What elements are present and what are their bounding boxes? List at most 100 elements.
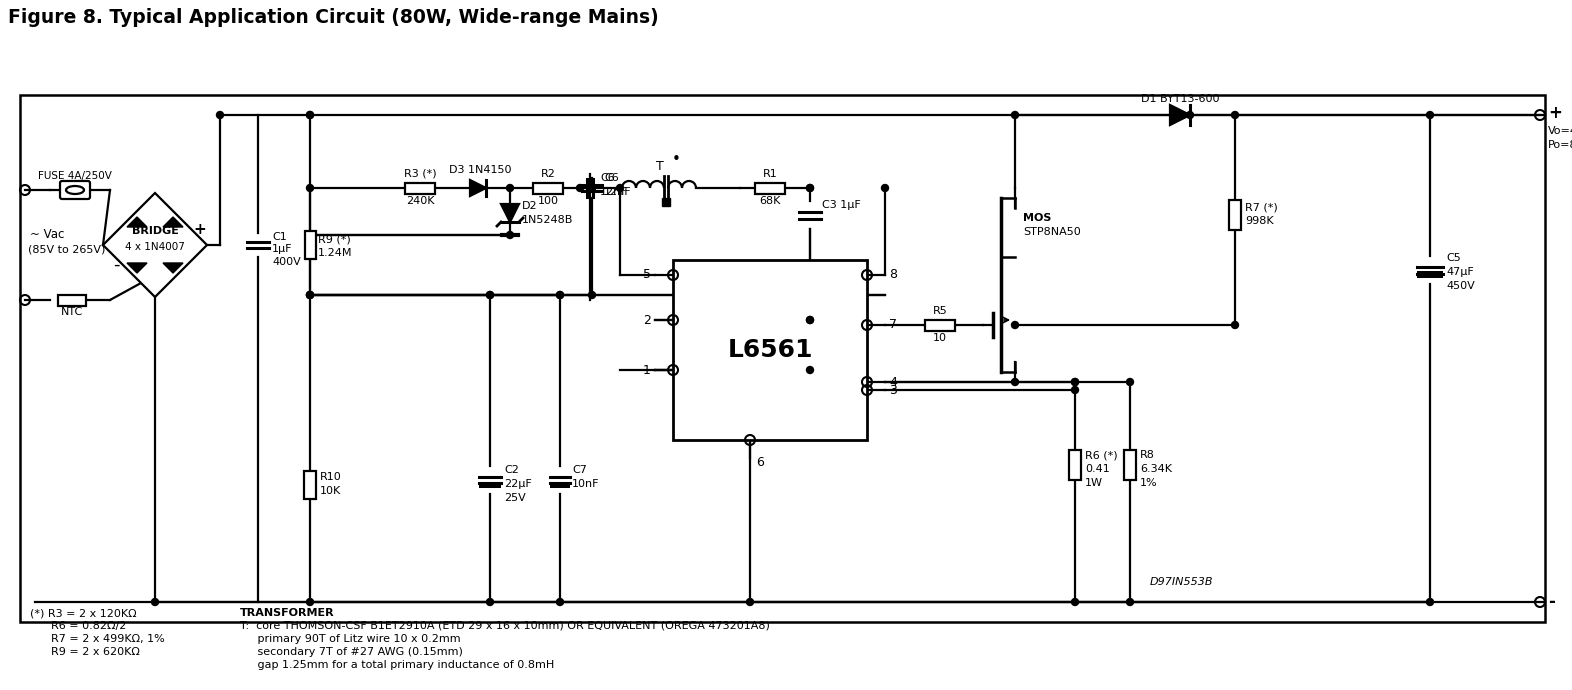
Circle shape [556,291,563,299]
Text: STP8NA50: STP8NA50 [1023,227,1082,237]
Text: Vo=400V: Vo=400V [1548,126,1572,136]
Text: 4 x 1N4007: 4 x 1N4007 [126,242,185,252]
Text: 68K: 68K [759,196,781,206]
Text: C6: C6 [601,173,615,183]
Circle shape [556,291,563,299]
Text: Po=80W: Po=80W [1548,140,1572,150]
Text: 1N5248B: 1N5248B [522,215,574,225]
Text: R7 (*): R7 (*) [1245,202,1278,212]
Text: 47μF: 47μF [1446,267,1475,277]
Text: L6561: L6561 [728,338,813,362]
Text: 998K: 998K [1245,216,1273,226]
Text: D97IN553B: D97IN553B [1151,577,1214,587]
Text: 7: 7 [890,319,898,331]
Text: -: - [113,256,119,274]
Circle shape [1127,379,1133,386]
Circle shape [1072,386,1078,393]
Circle shape [1426,598,1434,606]
Text: R5: R5 [932,306,948,316]
Bar [924,319,956,331]
Text: 5: 5 [643,268,651,282]
Circle shape [1011,379,1019,386]
Circle shape [806,317,813,324]
Text: 25V: 25V [505,493,525,503]
Text: C1: C1 [272,232,286,242]
Text: R7 = 2 x 499KΩ, 1%: R7 = 2 x 499KΩ, 1% [30,634,165,644]
Text: D3 1N4150: D3 1N4150 [448,165,511,175]
Text: R1: R1 [762,169,778,179]
Bar [406,182,435,193]
Text: •: • [671,152,681,168]
Text: 12nF: 12nF [604,187,632,197]
Text: -: - [1548,593,1555,611]
Text: T:  core THOMSON-CSF B1ET2910A (ETD 29 x 16 x 10mm) OR EQUIVALENT (OREGA 473201A: T: core THOMSON-CSF B1ET2910A (ETD 29 x … [241,621,770,631]
Bar [20,95,1545,622]
Text: R2: R2 [541,169,555,179]
Bar [673,260,868,440]
Text: C2: C2 [505,465,519,475]
Polygon shape [127,263,148,273]
Circle shape [307,598,313,606]
Bar [755,182,784,193]
Circle shape [486,291,494,299]
Text: 10nF: 10nF [572,479,599,489]
Text: 400V: 400V [272,257,300,267]
Circle shape [806,184,813,192]
Circle shape [556,598,563,606]
Text: C3 1μF: C3 1μF [822,200,861,210]
Text: Figure 8. Typical Application Circuit (80W, Wide-range Mains): Figure 8. Typical Application Circuit (8… [8,8,659,27]
Circle shape [1426,112,1434,119]
Bar [550,482,571,488]
Bar [1124,450,1137,480]
Circle shape [1011,112,1019,119]
Text: FUSE 4A/250V: FUSE 4A/250V [38,171,112,181]
Text: R6 = 0.82Ω/2: R6 = 0.82Ω/2 [30,621,126,631]
Text: (85V to 265V): (85V to 265V) [28,245,105,255]
Text: R10: R10 [321,472,341,482]
Bar [305,231,316,259]
Circle shape [1187,112,1193,119]
Circle shape [151,598,159,606]
Bar [58,295,86,306]
Bar [533,182,563,193]
Polygon shape [127,217,148,227]
Text: C7: C7 [572,465,586,475]
Circle shape [486,291,494,299]
Text: 1W: 1W [1085,478,1104,488]
Text: 100: 100 [538,196,558,206]
Circle shape [307,112,313,119]
Circle shape [1072,598,1078,606]
Circle shape [307,184,313,192]
Text: ~ Vac: ~ Vac [30,228,64,242]
Polygon shape [1170,105,1190,125]
Text: R9 (*): R9 (*) [318,234,351,244]
Text: R3 (*): R3 (*) [404,169,437,179]
Text: R8: R8 [1140,450,1155,460]
Polygon shape [163,217,182,227]
Text: 450V: 450V [1446,281,1475,291]
Text: +: + [1548,104,1563,122]
Text: gap 1.25mm for a total primary inductance of 0.8mH: gap 1.25mm for a total primary inductanc… [241,660,555,670]
Text: (*) R3 = 2 x 120KΩ: (*) R3 = 2 x 120KΩ [30,608,137,618]
Text: 1μF: 1μF [272,244,292,254]
Circle shape [577,184,583,192]
Circle shape [882,184,888,192]
Text: 6.34K: 6.34K [1140,464,1173,474]
Polygon shape [163,263,182,273]
Text: D2: D2 [522,201,538,211]
Text: primary 90T of Litz wire 10 x 0.2mm: primary 90T of Litz wire 10 x 0.2mm [241,634,461,644]
Text: 6: 6 [756,455,764,469]
Circle shape [217,112,223,119]
Circle shape [307,112,313,119]
Text: R9 = 2 x 620KΩ: R9 = 2 x 620KΩ [30,647,140,657]
Bar [479,482,501,488]
Text: 1.24M: 1.24M [318,248,352,258]
Circle shape [486,598,494,606]
Circle shape [1231,112,1239,119]
Ellipse shape [66,186,83,194]
Circle shape [588,291,596,299]
Text: 12nF: 12nF [601,187,627,197]
Circle shape [307,291,313,299]
Text: 240K: 240K [406,196,434,206]
Text: MOS: MOS [1023,213,1052,223]
